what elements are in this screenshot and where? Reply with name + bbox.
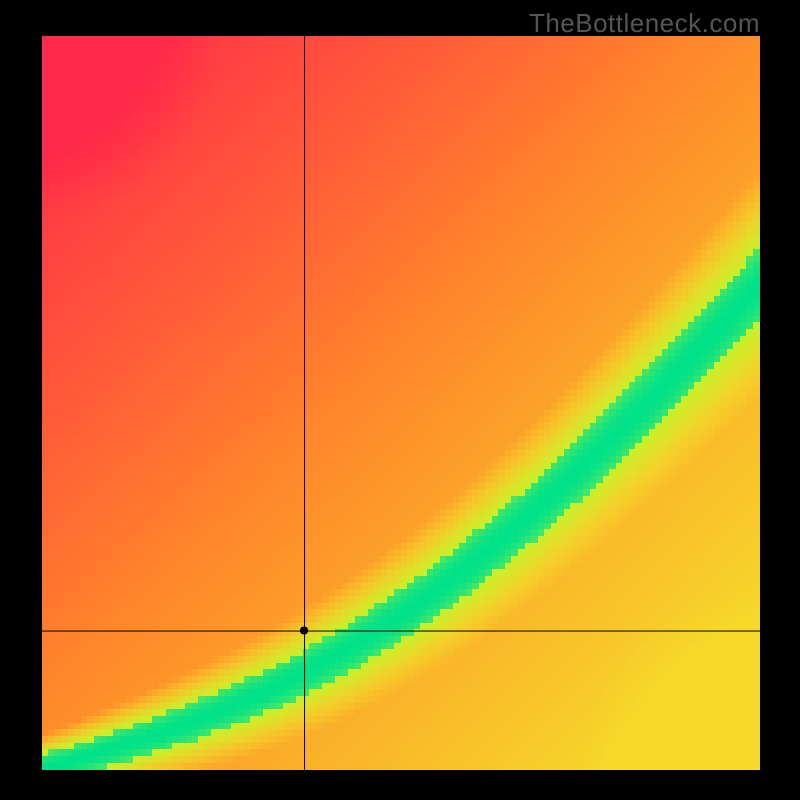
bottleneck-heatmap — [42, 36, 760, 770]
chart-container: TheBottleneck.com — [0, 0, 800, 800]
watermark-text: TheBottleneck.com — [529, 8, 760, 39]
